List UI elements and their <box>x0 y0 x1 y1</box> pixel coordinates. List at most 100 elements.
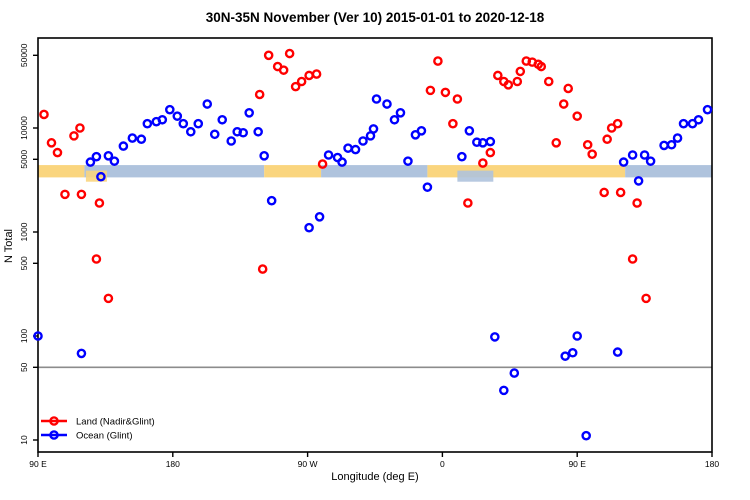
data-point-land <box>91 254 102 264</box>
data-point-ocean <box>226 136 237 146</box>
y-tick-label: 5000 <box>19 150 29 169</box>
data-point-land <box>627 254 638 264</box>
data-point-ocean <box>185 126 196 137</box>
data-point-ocean <box>572 331 583 341</box>
chart-title: 30N-35N November (Ver 10) 2015-01-01 to … <box>205 10 545 25</box>
y-tick-label: 50 <box>19 362 29 372</box>
plot-border <box>37 37 713 453</box>
data-point-ocean <box>633 176 644 186</box>
data-point-land <box>60 189 70 200</box>
data-point-land <box>263 50 274 61</box>
data-point-ocean <box>627 150 638 160</box>
band-segment-land <box>427 165 626 178</box>
data-point-ocean <box>395 108 406 118</box>
data-point-ocean <box>509 368 520 378</box>
data-point-ocean <box>560 351 571 361</box>
band-segment-ocean <box>84 165 265 178</box>
data-point-ocean <box>567 347 578 358</box>
data-point-land <box>551 138 562 148</box>
data-point-land <box>433 56 443 66</box>
data-point-ocean <box>118 141 129 151</box>
data-point-land <box>602 134 612 145</box>
data-point-ocean <box>702 104 713 115</box>
data-point-land <box>515 66 526 77</box>
data-point-land <box>254 89 265 100</box>
data-point-ocean <box>96 171 106 182</box>
data-point-ocean <box>371 94 382 104</box>
y-tick-label: 100 <box>19 329 29 343</box>
data-point-land <box>452 94 463 104</box>
band-segment-ocean <box>625 165 712 178</box>
data-point-ocean <box>217 114 228 125</box>
data-point-ocean <box>266 195 277 206</box>
data-point-land <box>39 109 49 120</box>
band-segment-land <box>264 165 322 178</box>
data-point-land <box>304 70 314 81</box>
data-point-land <box>425 85 436 96</box>
data-point-land <box>296 76 307 87</box>
data-point-ocean <box>368 124 379 134</box>
x-axis-title: Longitude (deg E) <box>331 471 419 483</box>
data-point-land <box>543 76 554 87</box>
y-tick-label: 1000 <box>19 222 29 241</box>
data-point-ocean <box>209 129 220 140</box>
data-point-ocean <box>645 156 656 166</box>
data-point-ocean <box>172 111 183 121</box>
band-lower-patch-ocean <box>457 170 494 182</box>
data-point-ocean <box>109 156 120 166</box>
data-point-ocean <box>581 430 591 441</box>
data-point-land <box>558 99 569 109</box>
data-point-ocean <box>358 136 368 146</box>
data-point-land <box>503 80 514 90</box>
data-point-ocean <box>464 125 475 136</box>
data-point-ocean <box>659 140 669 151</box>
x-tick-label: 90 W <box>298 459 318 469</box>
data-point-ocean <box>678 118 689 129</box>
data-point-ocean <box>165 104 175 115</box>
data-point-land <box>536 61 547 72</box>
data-point-ocean <box>76 348 87 359</box>
data-point-ocean <box>389 114 400 125</box>
data-point-land <box>52 147 63 158</box>
x-tick-label: 90 E <box>568 459 586 469</box>
y-tick-label: 50000 <box>19 43 29 67</box>
data-point-land <box>278 65 289 75</box>
data-point-ocean <box>478 138 488 148</box>
data-point-ocean <box>485 136 496 147</box>
data-point-ocean <box>259 151 269 161</box>
data-point-ocean <box>490 332 500 342</box>
x-tick-label: 180 <box>705 459 719 469</box>
data-point-land <box>587 149 597 159</box>
data-point-land <box>485 147 496 158</box>
data-point-ocean <box>672 133 683 143</box>
data-point-land <box>563 83 574 94</box>
data-point-ocean <box>350 144 361 155</box>
data-point-land <box>311 69 322 79</box>
data-point-land <box>46 138 57 148</box>
data-point-ocean <box>85 157 96 167</box>
data-point-ocean <box>33 331 43 341</box>
data-point-land <box>75 123 85 133</box>
legend-marker <box>49 430 59 440</box>
data-point-ocean <box>323 150 334 160</box>
band-segment-land <box>38 165 85 178</box>
data-point-land <box>641 293 651 304</box>
data-point-ocean <box>127 133 138 143</box>
x-tick-label: 0 <box>440 459 445 469</box>
data-point-ocean <box>457 151 467 162</box>
data-point-land <box>493 70 503 81</box>
data-point-ocean <box>178 118 189 129</box>
data-point-land <box>582 139 593 150</box>
data-point-land <box>478 158 488 168</box>
data-point-ocean <box>253 126 263 137</box>
data-point-land <box>512 76 523 87</box>
data-point-land <box>463 198 473 208</box>
data-point-ocean <box>193 118 204 129</box>
x-tick-label: 90 E <box>29 459 47 469</box>
data-point-ocean <box>666 139 677 150</box>
legend-label: Land (Nadir&Glint) <box>76 417 155 428</box>
data-point-land <box>69 131 79 141</box>
data-point-land <box>284 48 295 59</box>
